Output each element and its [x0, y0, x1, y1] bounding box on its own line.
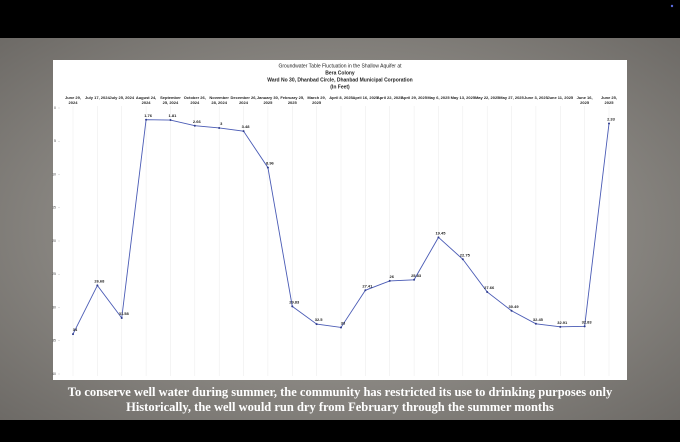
data-point — [266, 166, 269, 169]
chart-title: Ward No 30, Dhanbad Circle, Dhanbad Muni… — [267, 77, 412, 83]
x-tick-label: January 30, 2025 — [256, 95, 279, 105]
x-tick-label: June 3, 2025 — [524, 95, 548, 100]
data-point — [242, 130, 245, 133]
x-tick-label: April 16, 2025 — [352, 95, 379, 100]
x-tick-label: November 28, 2024 — [209, 95, 229, 105]
x-tick-label: September 25, 2024 — [160, 95, 181, 105]
data-point — [486, 290, 489, 293]
chart-panel — [53, 60, 627, 380]
data-label: 32.45 — [533, 317, 544, 322]
y-tick-label: 10 — [52, 172, 56, 176]
data-point — [364, 289, 367, 292]
chart-title: Bera Colony — [325, 70, 355, 76]
data-label: 3.48 — [242, 124, 251, 129]
data-point — [340, 326, 342, 329]
data-label: 19.45 — [435, 230, 446, 235]
x-tick-label: July 25, 2024 — [109, 95, 135, 100]
data-label: 3 — [220, 121, 223, 126]
y-tick-label: 0 — [54, 106, 56, 110]
data-point — [510, 309, 513, 312]
data-label: 26.68 — [94, 278, 105, 283]
data-point — [72, 333, 74, 336]
y-tick-label: 40 — [52, 372, 56, 376]
x-tick-label: May 13, 2025 — [450, 95, 476, 100]
data-label: 8.96 — [266, 161, 275, 166]
data-label: 30.49 — [509, 304, 520, 309]
data-point — [218, 126, 221, 129]
data-point — [193, 124, 196, 127]
data-point — [291, 305, 294, 308]
x-tick-label: May 22, 2025 — [474, 95, 500, 100]
x-tick-label: April 29, 2025 — [401, 95, 427, 100]
data-point — [388, 279, 391, 282]
chart-title: Groundwater Table Fluctuation in the Sha… — [278, 63, 402, 69]
y-tick-label: 30 — [52, 305, 56, 309]
data-point — [437, 236, 440, 239]
data-point — [559, 325, 562, 328]
caption: To conserve well water during summer, th… — [67, 385, 613, 399]
data-point — [120, 317, 123, 320]
data-point — [461, 258, 464, 261]
x-tick-label: July 17, 2024 — [85, 95, 110, 100]
data-point — [315, 323, 318, 326]
x-tick-label: June 25, 2025 — [600, 95, 617, 105]
data-label: 2.33 — [607, 117, 616, 122]
data-point — [96, 284, 99, 287]
data-label: 22.75 — [460, 252, 471, 257]
data-label: 27.66 — [484, 285, 495, 290]
x-tick-label: March 29, 2025 — [307, 95, 326, 105]
data-point — [583, 325, 586, 328]
data-label: 31.58 — [119, 311, 130, 316]
x-tick-label: October 26, 2024 — [183, 95, 206, 105]
y-tick-label: 20 — [52, 239, 56, 243]
y-tick-label: 25 — [52, 272, 56, 276]
data-label: 33 — [341, 321, 346, 326]
data-label: 34 — [73, 327, 78, 332]
data-label: 1.76 — [144, 113, 153, 118]
x-tick-label: August 24, 2024 — [135, 95, 157, 105]
x-tick-label: February 25, 2025 — [280, 95, 305, 105]
y-tick-label: 5 — [54, 139, 56, 143]
indicator — [670, 4, 674, 8]
data-label: 2.66 — [193, 119, 202, 124]
x-tick-label: April 8, 2025 — [329, 95, 353, 100]
data-point — [534, 322, 537, 325]
data-label: 27.41 — [362, 283, 373, 288]
x-tick-label: December 26, 2024 — [230, 95, 257, 105]
data-label: 25.83 — [411, 273, 422, 278]
data-label: 32.91 — [557, 320, 568, 325]
data-point — [608, 122, 610, 125]
x-tick-label: June 16, 2025 — [576, 95, 593, 105]
y-tick-label: 35 — [52, 339, 56, 343]
data-label: 29.83 — [289, 299, 300, 304]
data-label: 32.5 — [315, 317, 324, 322]
x-tick-label: May 6, 2025 — [427, 95, 450, 100]
data-label: 26 — [390, 274, 395, 279]
y-tick-label: 15 — [52, 206, 56, 210]
data-label: 1.81 — [169, 113, 178, 118]
data-label: 32.83 — [582, 319, 593, 324]
data-point — [145, 118, 148, 121]
x-tick-label: April 22, 2025 — [376, 95, 403, 100]
data-point — [413, 278, 416, 281]
x-tick-label: May 27, 2025 — [499, 95, 524, 100]
x-tick-label: June 11, 2025 — [547, 95, 574, 100]
chart-title: (In Feet) — [330, 84, 350, 90]
caption: Historically, the well would run dry fro… — [126, 400, 554, 414]
data-point — [169, 119, 172, 122]
x-tick-label: June 29, 2024 — [64, 95, 81, 105]
